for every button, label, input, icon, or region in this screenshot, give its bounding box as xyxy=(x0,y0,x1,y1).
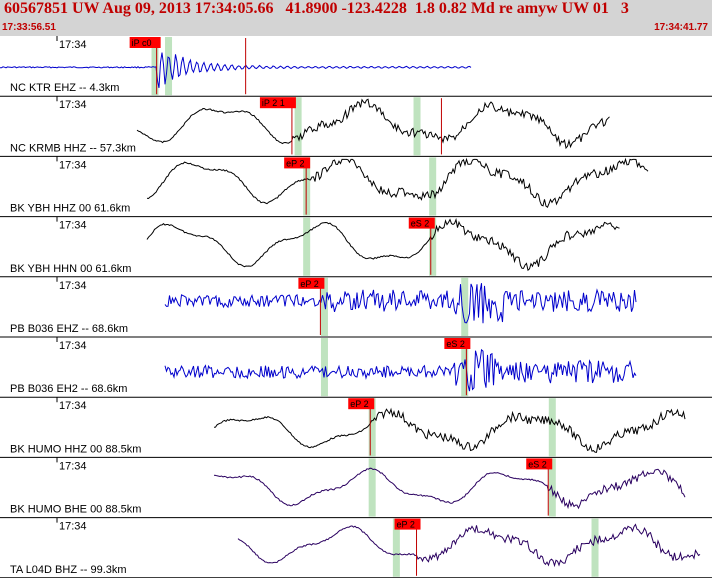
waveform-trace xyxy=(213,407,686,453)
channel-label: PB B036 EHZ -- 68.6km xyxy=(10,323,128,335)
time-tick-label: 17:34 xyxy=(59,39,87,51)
channel-row[interactable]: 17:34 eS 2 BK HUMO BHE 00 88.5km xyxy=(0,457,712,519)
pick-window xyxy=(548,398,556,457)
pick-window xyxy=(429,217,437,276)
pick-label: eP 2 xyxy=(286,158,304,168)
pick-label: eP 2 xyxy=(350,399,368,409)
pick-window xyxy=(303,217,311,276)
channel-label: BK YBH HHN 00 61.6km xyxy=(10,263,131,275)
time-tick-label: 17:34 xyxy=(59,340,87,352)
pick-flag[interactable] xyxy=(129,37,161,48)
pick-flag[interactable] xyxy=(408,217,435,229)
pick-flag[interactable] xyxy=(444,338,471,349)
pick-window xyxy=(392,518,400,577)
event-header: 60567851 UW Aug 09, 2013 17:34:05.66 41.… xyxy=(0,0,712,36)
channel-row[interactable]: 17:34 eP 2 BK YBH HHZ 00 61.6km xyxy=(0,156,712,218)
channel-row[interactable]: 17:34 iP 2 1 NC KRMB HHZ -- 57.3km xyxy=(0,96,712,157)
time-tick-label: 17:34 xyxy=(59,159,87,171)
waveform-trace xyxy=(146,157,649,208)
waveform-trace xyxy=(213,467,686,510)
pick-window xyxy=(320,277,328,336)
pick-window xyxy=(461,338,469,397)
channel-label: NC KTR EHZ -- 4.3km xyxy=(10,82,119,94)
start-time: 17:33:56.51 xyxy=(2,22,56,33)
pick-window xyxy=(368,398,376,457)
pick-label: iP 2 1 xyxy=(262,98,285,108)
waveform-trace xyxy=(237,523,701,568)
pick-window xyxy=(548,458,556,517)
pick-label: eS 2 xyxy=(446,339,465,349)
pick-window xyxy=(413,97,421,156)
pick-window xyxy=(165,37,173,96)
channel-row[interactable]: 17:34 eP 2 TA L04D BHZ -- 99.3km xyxy=(0,517,712,578)
time-tick-label: 17:34 xyxy=(59,521,87,533)
channel-label: NC KRMB HHZ -- 57.3km xyxy=(10,142,136,154)
channel-row[interactable]: 17:34 eS 2 BK YBH HHN 00 61.6km xyxy=(0,216,712,278)
pick-flag[interactable] xyxy=(284,157,311,169)
pick-window xyxy=(461,277,469,336)
pick-window xyxy=(320,338,328,397)
waveform-trace xyxy=(0,52,472,89)
pick-flag[interactable] xyxy=(394,518,421,530)
channel-label: BK HUMO HHZ 00 88.5km xyxy=(10,443,141,455)
waveform-trace xyxy=(164,348,637,392)
pick-window xyxy=(294,97,302,156)
time-tick-label: 17:34 xyxy=(59,220,87,232)
pick-flag[interactable] xyxy=(259,97,296,109)
channel-row[interactable]: 17:34 eP 2 BK HUMO HHZ 00 88.5km xyxy=(0,397,712,458)
pick-label: eS 2 xyxy=(411,219,430,229)
channel-row[interactable]: 17:34 iP c0 NC KTR EHZ -- 4.3km xyxy=(0,36,712,97)
time-tick-label: 17:34 xyxy=(59,280,87,292)
pick-window xyxy=(151,37,159,96)
channel-label: BK HUMO BHE 00 88.5km xyxy=(10,504,141,516)
channel-row[interactable]: 17:34 eS 2 PB B036 EH2 -- 68.6km xyxy=(0,337,712,398)
pick-label: iP c0 xyxy=(132,38,152,48)
pick-label: eS 2 xyxy=(528,459,547,469)
waveform-trace xyxy=(146,217,620,272)
pick-window xyxy=(429,157,437,216)
channel-label: PB B036 EH2 -- 68.6km xyxy=(10,383,127,395)
pick-flag[interactable] xyxy=(298,277,325,289)
pick-label: eP 2 xyxy=(397,520,415,530)
channel-label: BK YBH HHZ 00 61.6km xyxy=(10,203,130,215)
pick-label: eP 2 xyxy=(300,279,318,289)
waveform-trace xyxy=(136,98,610,150)
event-title: 60567851 UW Aug 09, 2013 17:34:05.66 41.… xyxy=(4,0,629,17)
time-tick-label: 17:34 xyxy=(59,99,87,111)
time-tick-label: 17:34 xyxy=(59,400,87,412)
seismogram-panel[interactable]: 17:34 iP c0 NC KTR EHZ -- 4.3km 17:34 iP 2 1… xyxy=(0,36,712,578)
time-tick-label: 17:34 xyxy=(59,460,87,472)
pick-flag[interactable] xyxy=(348,398,375,410)
channel-row[interactable]: 17:34 eP 2 PB B036 EHZ -- 68.6km xyxy=(0,276,712,338)
pick-window xyxy=(368,458,376,517)
end-time: 17:34:41.77 xyxy=(654,22,708,33)
pick-window xyxy=(591,518,599,577)
waveform-trace xyxy=(164,283,637,324)
pick-flag[interactable] xyxy=(526,458,553,470)
channel-label: TA L04D BHZ -- 99.3km xyxy=(10,564,127,576)
